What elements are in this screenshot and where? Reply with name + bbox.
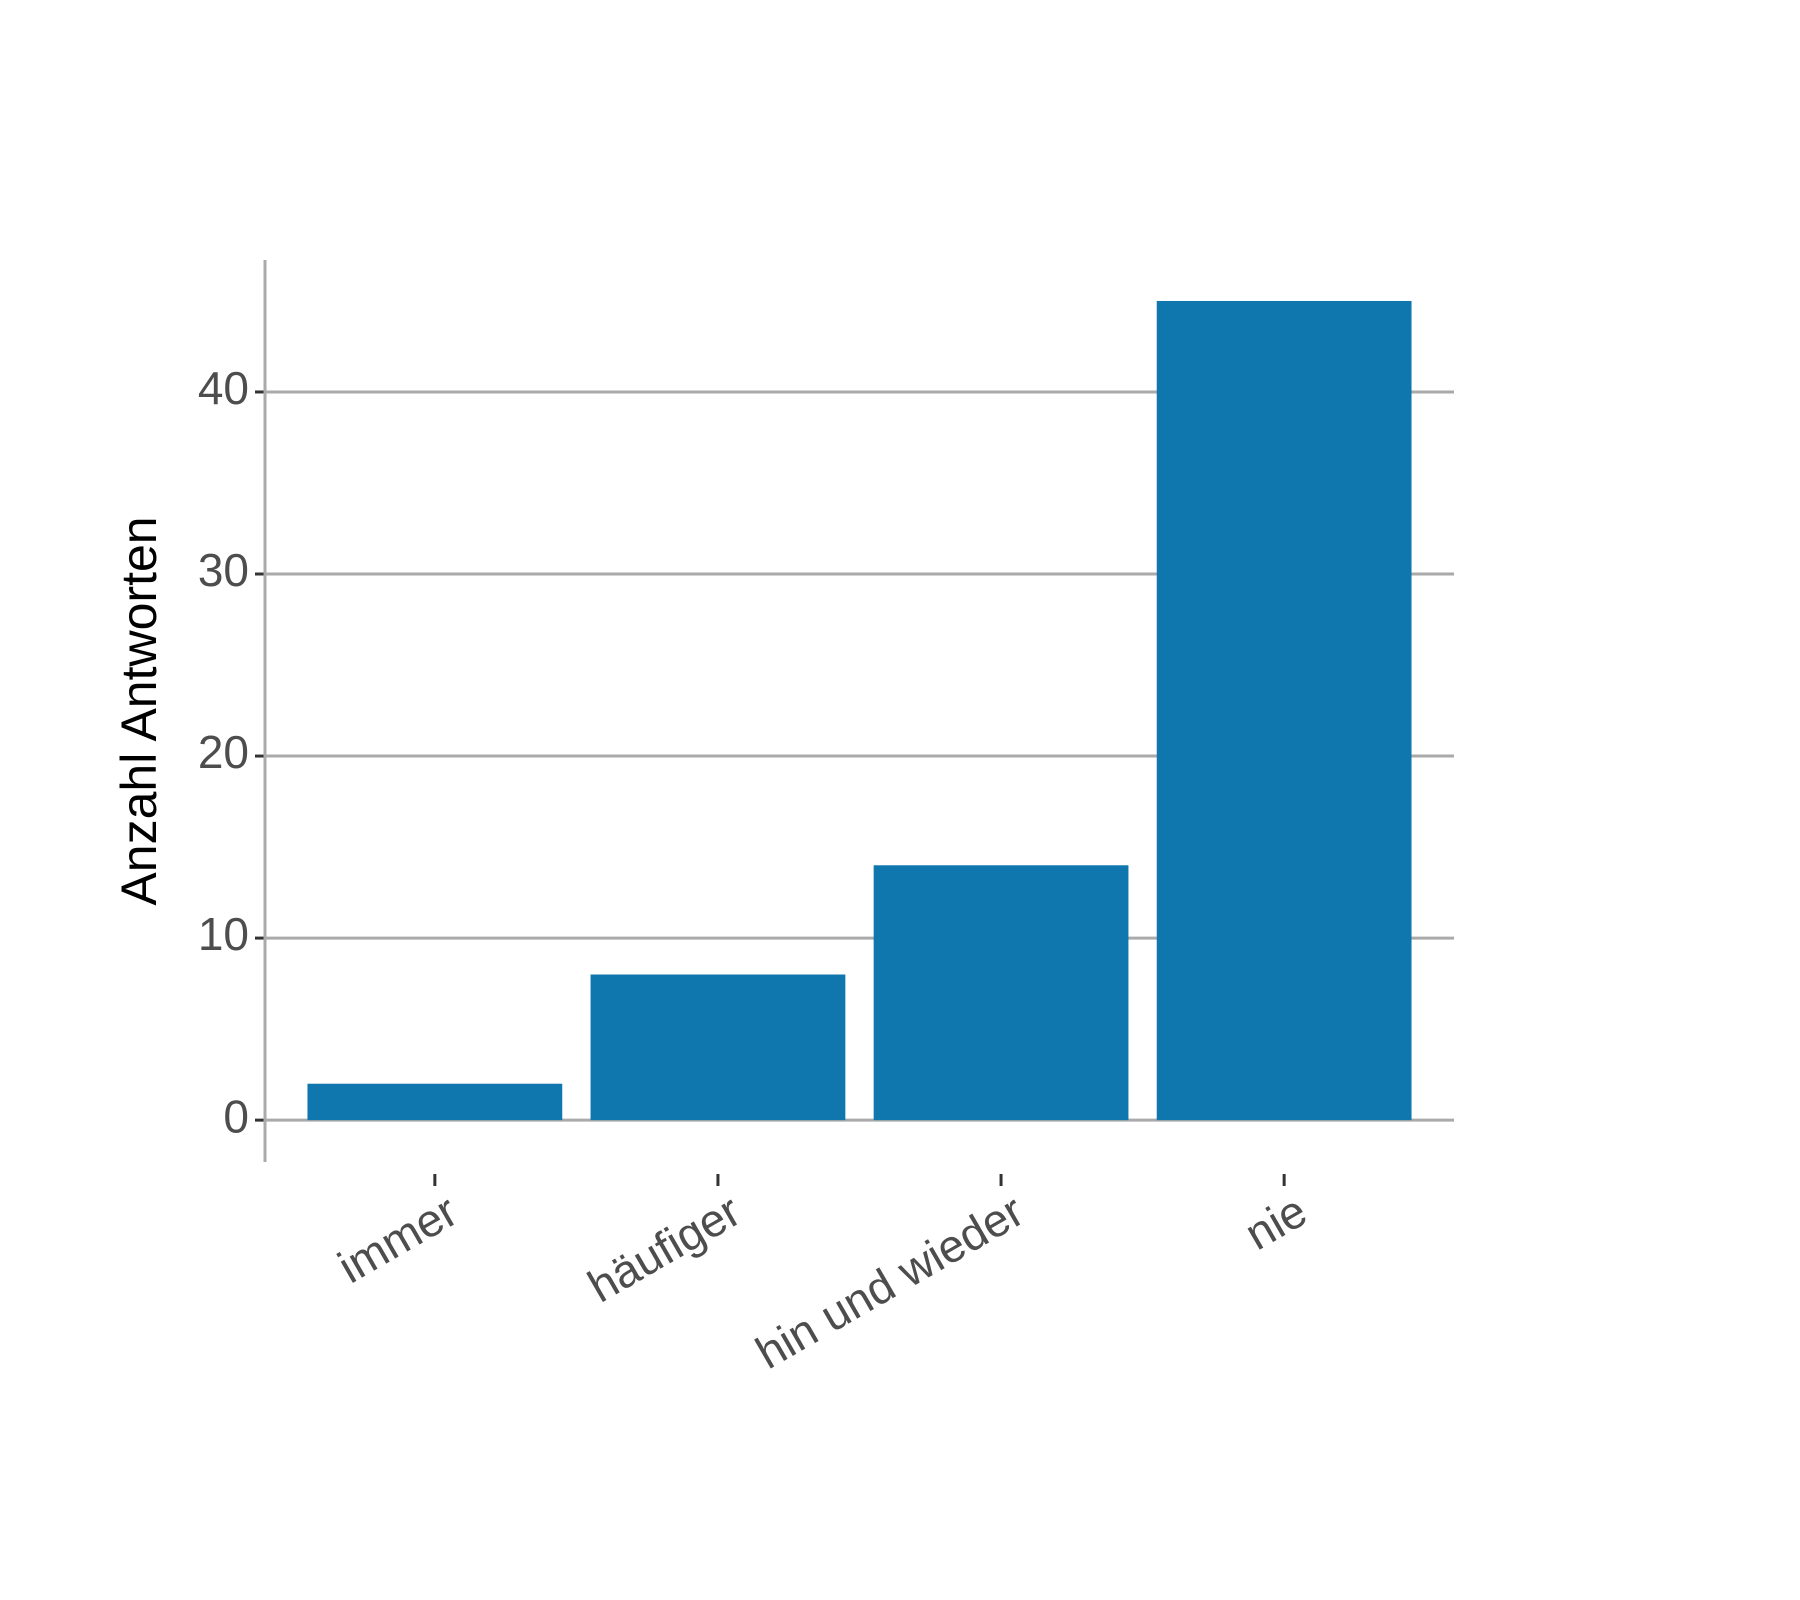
bar [1156, 300, 1412, 1121]
bar [307, 1083, 563, 1121]
y-tick-label: 0 [223, 1090, 249, 1142]
bar [590, 974, 846, 1121]
y-tick-label: 40 [198, 362, 249, 414]
y-axis-title: Anzahl Antworten [111, 516, 167, 905]
y-tick-label: 10 [198, 908, 249, 960]
bar [873, 865, 1129, 1121]
y-tick-label: 20 [198, 726, 249, 778]
y-tick-label: 30 [198, 544, 249, 596]
